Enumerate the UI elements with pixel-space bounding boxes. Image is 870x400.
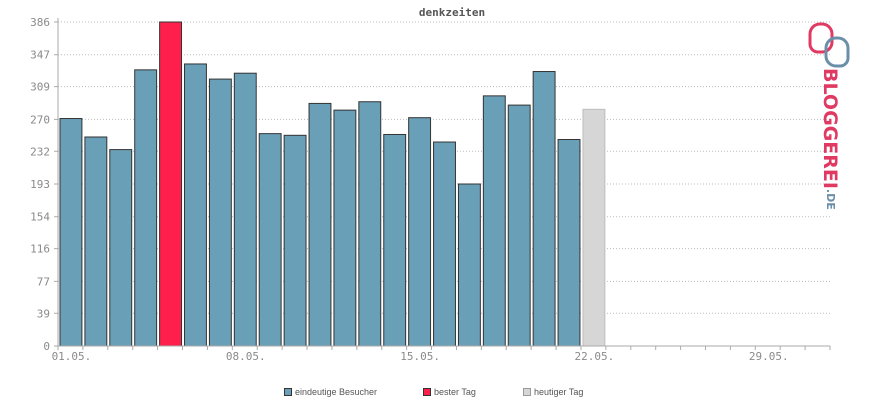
x-tick-labels: 01.05. 08.05. 15.05. 22.05. 29.05. [52, 350, 789, 363]
bar-visitors [408, 117, 432, 347]
bar-visitors [59, 118, 83, 347]
y-tick-label: 386 [30, 16, 50, 29]
bar-visitors [283, 134, 307, 347]
legend-item-best: bester Tag [423, 386, 476, 398]
logo-brand: BLOGGEREI [819, 68, 841, 189]
y-tick-label: 347 [30, 49, 50, 62]
bar-visitors [433, 141, 456, 347]
bar-visitors [358, 101, 382, 347]
legend-label-today: heutiger Tag [534, 387, 584, 397]
bar-visitors [532, 71, 556, 347]
axes [57, 18, 831, 350]
bar-visitors [184, 63, 207, 347]
bar-today [582, 108, 606, 347]
y-tick-label: 193 [30, 178, 50, 191]
x-tick-label: 29.05. [749, 350, 789, 363]
grid-lines [54, 21, 830, 347]
legend-swatch-today [523, 388, 531, 396]
y-tick-label: 116 [30, 243, 50, 256]
bar-visitors [109, 149, 133, 347]
bloggerei-wordmark: BLOGGEREI.DE [819, 68, 841, 218]
bar-visitors [457, 183, 481, 347]
bar-visitors [333, 109, 357, 347]
x-tick-label: 01.05. [52, 350, 92, 363]
bar-visitors [233, 72, 257, 347]
bar-visitors [383, 133, 407, 347]
bar-visitors [507, 104, 531, 347]
legend: eindeutige Besucher bester Tag heutiger … [0, 386, 870, 398]
x-tick-label: 08.05. [226, 350, 266, 363]
y-tick-label: 309 [30, 81, 50, 94]
legend-item-visitors: eindeutige Besucher [284, 386, 377, 398]
x-tick-label: 15.05. [400, 350, 440, 363]
legend-label-best: bester Tag [434, 387, 476, 397]
bar-visitors [557, 139, 581, 347]
y-tick-labels: 0 39 77 116 154 193 232 270 309 347 386 [30, 16, 50, 353]
y-tick-label: 39 [37, 307, 50, 320]
bar-best-day [159, 21, 183, 347]
y-tick-label: 77 [37, 275, 50, 288]
x-tick-label: 22.05. [575, 350, 615, 363]
y-tick-label: 270 [30, 113, 50, 126]
bar-visitors [258, 133, 282, 347]
bars [59, 21, 606, 347]
chart-title: denkzeiten [419, 6, 485, 19]
legend-item-today: heutiger Tag [523, 386, 583, 398]
legend-swatch-best [423, 388, 431, 396]
logo-tld: .DE [824, 188, 837, 210]
y-tick-label: 0 [43, 340, 50, 353]
bloggerei-logo-icon [808, 22, 850, 68]
legend-swatch-visitors [284, 388, 292, 396]
bar-visitors [208, 78, 232, 347]
bar-visitors [134, 69, 158, 347]
y-tick-label: 154 [30, 211, 50, 224]
bar-visitors [482, 95, 506, 347]
legend-label-visitors: eindeutige Besucher [295, 387, 378, 397]
y-tick-label: 232 [30, 145, 50, 158]
bloggerei-logo [808, 18, 862, 218]
bar-visitors [84, 136, 108, 347]
bar-visitors [308, 102, 332, 347]
